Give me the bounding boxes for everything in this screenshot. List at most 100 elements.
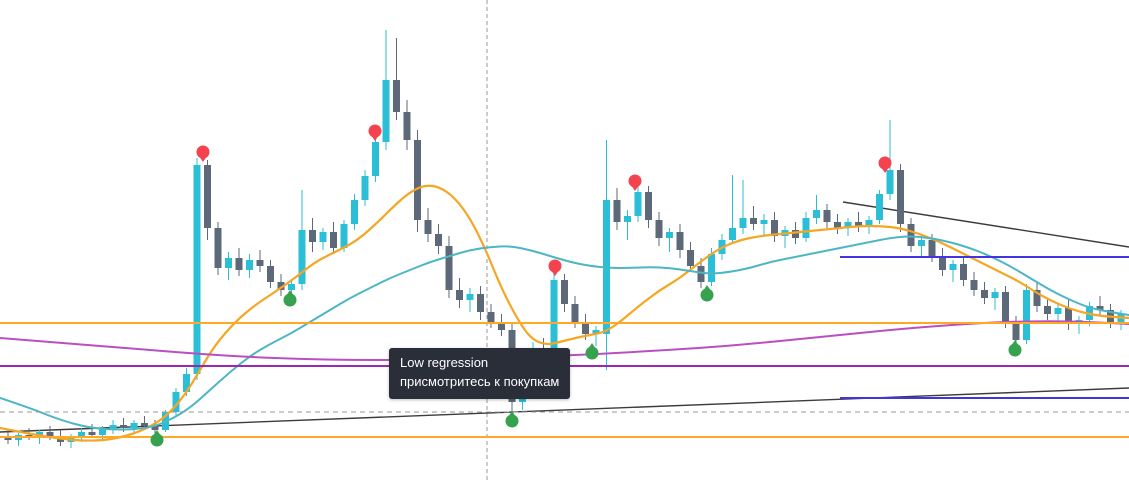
candle-bear <box>393 38 400 120</box>
candle-bear <box>823 204 831 228</box>
candle-bear <box>487 304 495 328</box>
candle-body <box>498 322 505 330</box>
sell-marker-head <box>628 174 642 188</box>
candle-body <box>613 200 621 222</box>
ma-long-purple <box>0 320 1129 361</box>
candle-body <box>256 260 264 266</box>
candle-body <box>645 192 652 220</box>
candle-body <box>981 290 988 298</box>
candle-body <box>340 224 348 248</box>
candle-bear <box>960 258 967 286</box>
candle-body <box>1023 290 1030 340</box>
sell-marker[interactable] <box>196 145 210 163</box>
candle-body <box>739 218 747 228</box>
candle-bull <box>813 195 820 224</box>
candle-body <box>372 142 379 176</box>
buy-marker[interactable] <box>283 290 297 307</box>
buy-marker-head <box>505 414 519 428</box>
candle-bear <box>1044 298 1051 320</box>
candle-body <box>897 170 904 224</box>
candle-bear <box>214 222 222 275</box>
candle-body <box>1044 306 1051 314</box>
candle-bear <box>477 286 484 320</box>
candle-bull <box>739 180 747 234</box>
buy-marker-tip <box>153 430 161 436</box>
buy-marker[interactable] <box>700 285 714 302</box>
candle-bear <box>267 260 274 288</box>
candle-body <box>414 140 421 220</box>
candle-body <box>991 292 999 298</box>
candle-bear <box>687 242 694 272</box>
candle-bull <box>592 326 600 346</box>
sell-marker[interactable] <box>628 174 642 192</box>
candle-body <box>802 218 810 238</box>
candle-bull <box>246 254 253 278</box>
candle-body <box>792 230 799 238</box>
candle-body <box>183 374 190 392</box>
candle-body <box>1096 306 1104 310</box>
candle-body <box>949 264 957 270</box>
regression-channel-upper[interactable] <box>842 201 1129 248</box>
candle-bear <box>771 212 778 242</box>
candle-body <box>750 218 757 224</box>
candle-bull <box>172 388 180 416</box>
buy-marker[interactable] <box>150 430 164 447</box>
buy-marker[interactable] <box>1008 340 1022 357</box>
buy-marker-head <box>585 346 599 360</box>
candle-body <box>204 165 211 228</box>
sell-marker-tip <box>551 270 559 276</box>
candle-body <box>687 250 694 266</box>
candle-body <box>855 222 862 226</box>
candle-body <box>844 222 852 228</box>
ascending-trendline[interactable] <box>0 387 1129 433</box>
candle-body <box>330 232 337 248</box>
candle-bull <box>991 288 999 310</box>
candle-bear <box>1065 300 1072 330</box>
candle-bull <box>781 226 789 248</box>
candle-body <box>141 423 148 426</box>
buy-marker[interactable] <box>505 411 519 428</box>
candle-body <box>771 220 778 236</box>
sell-marker[interactable] <box>548 259 562 277</box>
candle-bull <box>802 212 810 242</box>
buy-marker-tip <box>588 343 596 349</box>
tooltip-line-1: Low regression <box>400 355 489 370</box>
candle-body <box>487 312 495 322</box>
buy-marker-tip <box>703 285 711 291</box>
candle-bear <box>981 282 988 304</box>
candle-body <box>960 264 967 280</box>
candle-bear <box>330 222 337 254</box>
candle-bull <box>918 236 925 258</box>
candle-body <box>1002 292 1009 322</box>
sell-marker-head <box>368 124 382 138</box>
candle-bear <box>1002 286 1009 328</box>
candle-body <box>288 284 295 290</box>
buy-marker-head <box>283 293 297 307</box>
candle-body <box>445 246 453 290</box>
buy-marker-tip <box>286 290 294 296</box>
candle-bear <box>561 274 568 312</box>
candle-body <box>865 220 873 226</box>
candle-bear <box>88 424 96 438</box>
candle-body <box>309 230 316 242</box>
candle-body <box>813 210 820 218</box>
candle-body <box>676 232 684 250</box>
sell-marker[interactable] <box>368 124 382 142</box>
candle-body <box>298 230 306 284</box>
candle-body <box>120 425 127 428</box>
sell-marker[interactable] <box>878 156 892 174</box>
candle-bear <box>498 314 505 336</box>
buy-marker-head <box>1008 343 1022 357</box>
candle-body <box>78 432 85 437</box>
candle-bear <box>456 278 463 308</box>
candle-body <box>99 429 106 435</box>
candle-body <box>760 220 768 224</box>
candle-body <box>225 258 232 268</box>
buy-marker[interactable] <box>585 343 599 360</box>
candle-body <box>823 210 831 222</box>
candle-bull <box>1054 304 1062 322</box>
buy-marker-tip <box>508 411 516 417</box>
candle-body <box>151 426 159 430</box>
